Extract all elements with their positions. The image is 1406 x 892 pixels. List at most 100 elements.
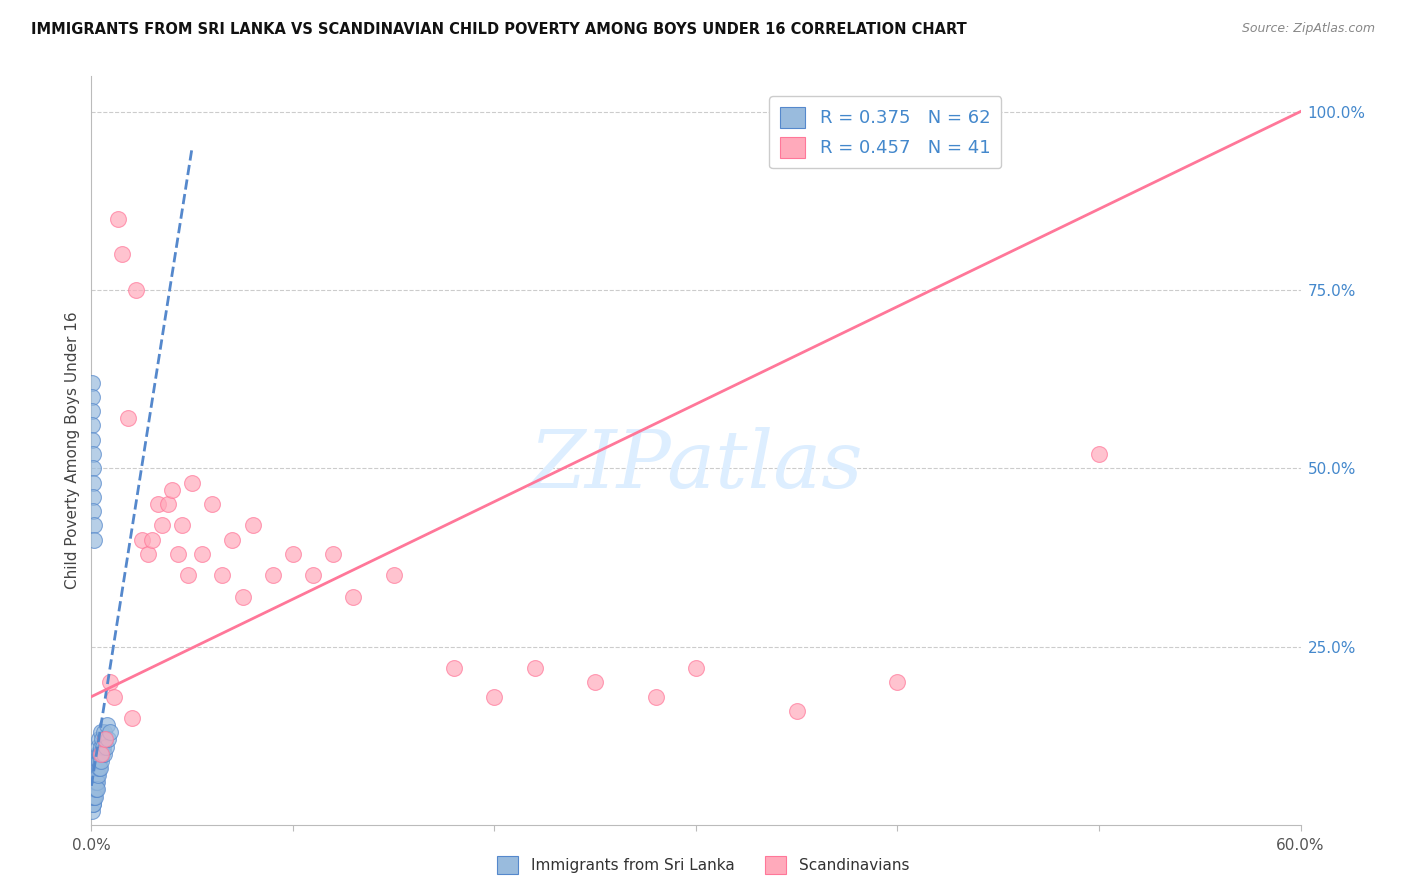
Point [87,761,110,775]
Point [82,447,104,461]
Point [98,725,121,739]
Point [93,739,115,754]
Point [136,547,159,561]
Point [107,211,129,226]
Legend: Immigrants from Sri Lanka, Scandinavians: Immigrants from Sri Lanka, Scandinavians [491,850,915,880]
Point [82,490,104,504]
Point [87,739,110,754]
Legend: R = 0.375   N = 62, R = 0.457   N = 41: R = 0.375 N = 62, R = 0.457 N = 41 [769,96,1001,169]
Point [111,247,132,261]
Point [322,547,344,561]
Point [80,376,103,390]
Point [160,483,183,497]
Point [181,475,204,490]
Point [82,418,104,433]
Point [90,754,112,768]
Point [221,533,243,547]
Point [685,661,707,675]
Point [583,675,606,690]
Point [156,497,179,511]
Point [84,754,107,768]
Point [82,804,104,818]
Point [443,661,465,675]
Point [86,747,108,761]
Point [242,518,264,533]
Point [167,547,190,561]
Point [82,775,104,789]
Point [83,775,105,789]
Point [84,775,107,789]
Point [644,690,666,704]
Point [86,775,108,789]
Point [83,768,105,782]
Point [80,404,103,418]
Point [94,732,117,747]
Point [84,768,107,782]
Point [121,711,143,725]
Text: ZIPatlas: ZIPatlas [529,426,863,504]
Point [103,690,125,704]
Point [84,782,107,797]
Point [83,782,105,797]
Point [89,754,111,768]
Point [96,718,118,732]
Point [90,747,112,761]
Point [90,747,112,761]
Point [91,732,114,747]
Point [1088,447,1111,461]
Point [886,675,908,690]
Point [302,568,325,582]
Point [82,797,104,811]
Point [86,761,108,775]
Point [98,675,121,690]
Point [80,390,103,404]
Point [83,789,105,804]
Y-axis label: Child Poverty Among Boys Under 16: Child Poverty Among Boys Under 16 [65,311,80,590]
Point [201,497,224,511]
Point [262,568,284,582]
Point [82,475,104,490]
Point [172,518,194,533]
Point [86,761,108,775]
Point [191,547,214,561]
Point [484,690,506,704]
Point [131,533,153,547]
Point [89,732,111,747]
Point [786,704,808,718]
Point [87,768,110,782]
Point [93,747,115,761]
Point [86,782,108,797]
Point [83,761,105,775]
Point [82,461,104,475]
Point [141,533,163,547]
Point [125,283,148,297]
Point [82,504,104,518]
Point [82,789,104,804]
Point [86,768,108,782]
Point [281,547,304,561]
Point [211,568,233,582]
Point [94,739,117,754]
Point [83,518,105,533]
Point [523,661,546,675]
Point [90,725,112,739]
Point [89,761,111,775]
Point [84,775,107,789]
Point [82,789,104,804]
Point [84,761,107,775]
Point [89,747,111,761]
Point [87,754,110,768]
Point [146,497,169,511]
Point [94,732,117,747]
Point [82,782,104,797]
Point [342,590,364,604]
Point [177,568,200,582]
Point [87,747,110,761]
Text: IMMIGRANTS FROM SRI LANKA VS SCANDINAVIAN CHILD POVERTY AMONG BOYS UNDER 16 CORR: IMMIGRANTS FROM SRI LANKA VS SCANDINAVIA… [31,22,967,37]
Text: Source: ZipAtlas.com: Source: ZipAtlas.com [1241,22,1375,36]
Point [382,568,405,582]
Point [90,739,112,754]
Point [150,518,173,533]
Point [93,725,115,739]
Point [83,533,105,547]
